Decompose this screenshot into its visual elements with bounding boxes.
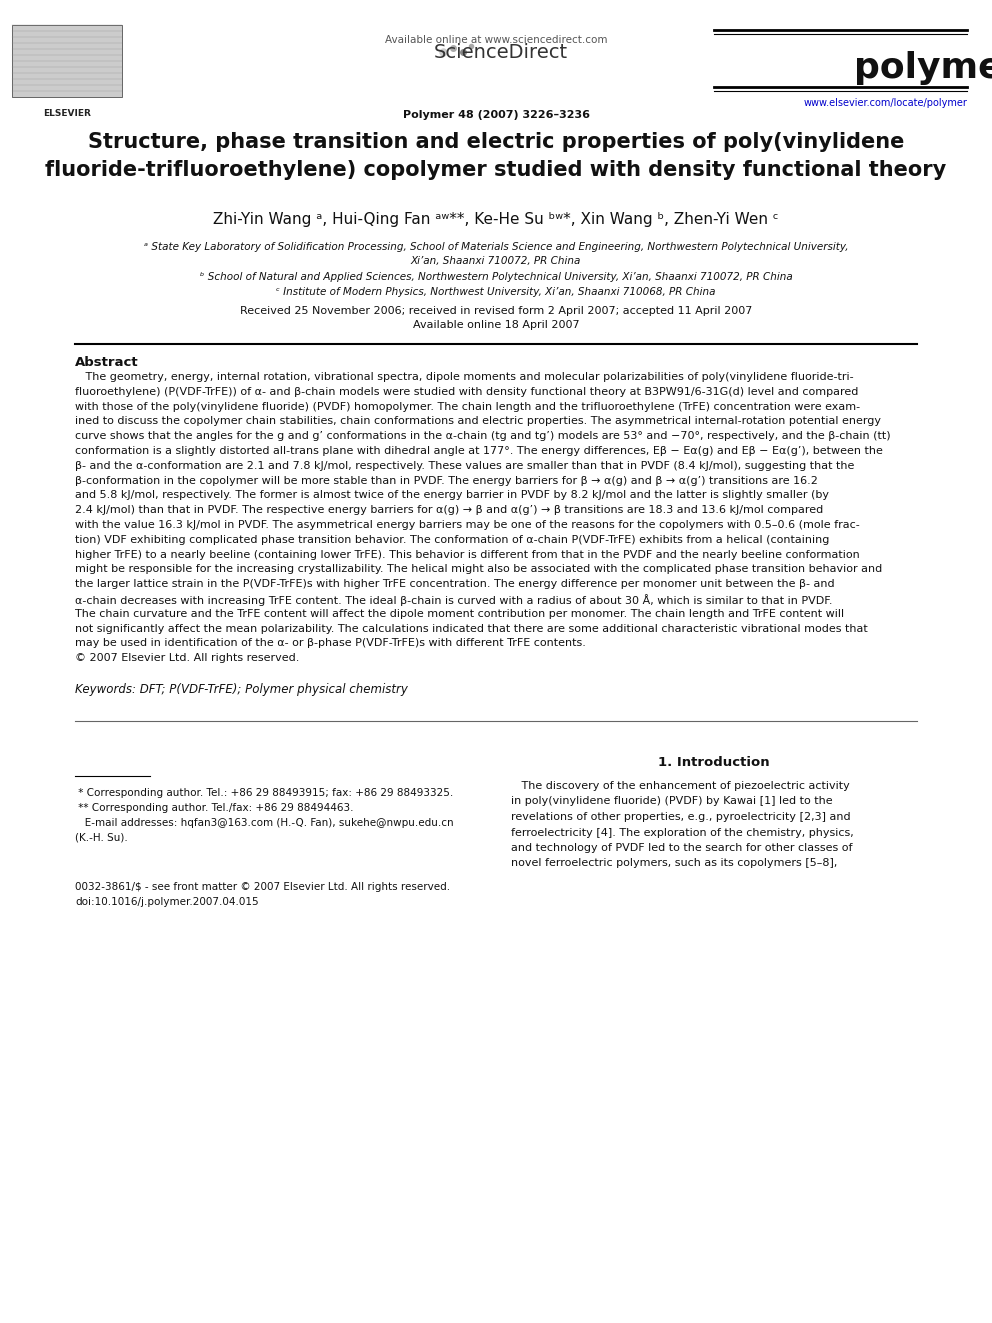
Text: curve shows that the angles for the g and g’ conformations in the α-chain (tg an: curve shows that the angles for the g an… <box>75 431 891 441</box>
Text: polymer: polymer <box>854 52 992 85</box>
Text: revelations of other properties, e.g., pyroelectricity [2,3] and: revelations of other properties, e.g., p… <box>511 812 850 822</box>
Text: with those of the poly(vinylidene fluoride) (PVDF) homopolymer. The chain length: with those of the poly(vinylidene fluori… <box>75 402 860 411</box>
Text: ined to discuss the copolymer chain stabilities, chain conformations and electri: ined to discuss the copolymer chain stab… <box>75 417 881 426</box>
Text: doi:10.1016/j.polymer.2007.04.015: doi:10.1016/j.polymer.2007.04.015 <box>75 897 259 908</box>
Text: β- and the α-conformation are 2.1 and 7.8 kJ/mol, respectively. These values are: β- and the α-conformation are 2.1 and 7.… <box>75 460 854 471</box>
Text: in poly(vinylidene fluoride) (PVDF) by Kawai [1] led to the: in poly(vinylidene fluoride) (PVDF) by K… <box>511 796 832 807</box>
Text: and 5.8 kJ/mol, respectively. The former is almost twice of the energy barrier i: and 5.8 kJ/mol, respectively. The former… <box>75 491 829 500</box>
Text: ELSEVIER: ELSEVIER <box>43 108 91 118</box>
Text: Polymer 48 (2007) 3226–3236: Polymer 48 (2007) 3226–3236 <box>403 110 589 120</box>
Text: Keywords: DFT; P(VDF-TrFE); Polymer physical chemistry: Keywords: DFT; P(VDF-TrFE); Polymer phys… <box>75 683 408 696</box>
Text: ScienceDirect: ScienceDirect <box>434 42 568 61</box>
Text: novel ferroelectric polymers, such as its copolymers [5–8],: novel ferroelectric polymers, such as it… <box>511 859 837 868</box>
Text: 1. Introduction: 1. Introduction <box>658 755 770 769</box>
Text: 0032-3861/$ - see front matter © 2007 Elsevier Ltd. All rights reserved.: 0032-3861/$ - see front matter © 2007 El… <box>75 882 450 892</box>
Text: β-conformation in the copolymer will be more stable than in PVDF. The energy bar: β-conformation in the copolymer will be … <box>75 475 817 486</box>
Text: and technology of PVDF led to the search for other classes of: and technology of PVDF led to the search… <box>511 843 852 853</box>
Text: ᵃ State Key Laboratory of Solidification Processing, School of Materials Science: ᵃ State Key Laboratory of Solidification… <box>144 242 848 266</box>
Text: Received 25 November 2006; received in revised form 2 April 2007; accepted 11 Ap: Received 25 November 2006; received in r… <box>240 306 752 316</box>
Text: The geometry, energy, internal rotation, vibrational spectra, dipole moments and: The geometry, energy, internal rotation,… <box>75 372 854 382</box>
Text: ᶜ Institute of Modern Physics, Northwest University, Xi’an, Shaanxi 710068, PR C: ᶜ Institute of Modern Physics, Northwest… <box>276 287 716 296</box>
Text: might be responsible for the increasing crystallizability. The helical might als: might be responsible for the increasing … <box>75 565 882 574</box>
Bar <box>12 25 122 97</box>
Text: the larger lattice strain in the P(VDF-TrFE)s with higher TrFE concentration. Th: the larger lattice strain in the P(VDF-T… <box>75 579 834 589</box>
Text: Abstract: Abstract <box>75 356 139 369</box>
Text: * Corresponding author. Tel.: +86 29 88493915; fax: +86 29 88493325.: * Corresponding author. Tel.: +86 29 884… <box>75 789 453 798</box>
Text: Structure, phase transition and electric properties of poly(vinylidene
fluoride-: Structure, phase transition and electric… <box>46 132 946 180</box>
Text: The chain curvature and the TrFE content will affect the dipole moment contribut: The chain curvature and the TrFE content… <box>75 609 844 619</box>
Text: © 2007 Elsevier Ltd. All rights reserved.: © 2007 Elsevier Ltd. All rights reserved… <box>75 654 300 663</box>
Text: ** Corresponding author. Tel./fax: +86 29 88494463.: ** Corresponding author. Tel./fax: +86 2… <box>75 803 353 812</box>
Text: not significantly affect the mean polarizability. The calculations indicated tha: not significantly affect the mean polari… <box>75 623 868 634</box>
Text: α-chain decreases with increasing TrFE content. The ideal β-chain is curved with: α-chain decreases with increasing TrFE c… <box>75 594 832 606</box>
Text: Zhi-Yin Wang ᵃ, Hui-Qing Fan ᵃʷ**, Ke-He Su ᵇʷ*, Xin Wang ᵇ, Zhen-Yi Wen ᶜ: Zhi-Yin Wang ᵃ, Hui-Qing Fan ᵃʷ**, Ke-He… <box>213 212 779 228</box>
Text: may be used in identification of the α- or β-phase P(VDF-TrFE)s with different T: may be used in identification of the α- … <box>75 639 586 648</box>
Text: Available online 18 April 2007: Available online 18 April 2007 <box>413 320 579 329</box>
Text: tion) VDF exhibiting complicated phase transition behavior. The conformation of : tion) VDF exhibiting complicated phase t… <box>75 534 829 545</box>
Text: Available online at www.sciencedirect.com: Available online at www.sciencedirect.co… <box>385 34 607 45</box>
Text: fluoroethylene) (P(VDF-TrFE)) of α- and β-chain models were studied with density: fluoroethylene) (P(VDF-TrFE)) of α- and … <box>75 386 858 397</box>
Text: 2.4 kJ/mol) than that in PVDF. The respective energy barriers for α(g) → β and α: 2.4 kJ/mol) than that in PVDF. The respe… <box>75 505 823 515</box>
Text: www.elsevier.com/locate/polymer: www.elsevier.com/locate/polymer <box>804 98 967 108</box>
Text: with the value 16.3 kJ/mol in PVDF. The asymmetrical energy barriers may be one : with the value 16.3 kJ/mol in PVDF. The … <box>75 520 860 531</box>
Text: ᵇ School of Natural and Applied Sciences, Northwestern Polytechnical University,: ᵇ School of Natural and Applied Sciences… <box>199 273 793 282</box>
Text: E-mail addresses: hqfan3@163.com (H.-Q. Fan), sukehe@nwpu.edu.cn: E-mail addresses: hqfan3@163.com (H.-Q. … <box>75 818 453 828</box>
Text: ferroelectricity [4]. The exploration of the chemistry, physics,: ferroelectricity [4]. The exploration of… <box>511 827 854 837</box>
Text: higher TrFE) to a nearly beeline (containing lower TrFE). This behavior is diffe: higher TrFE) to a nearly beeline (contai… <box>75 549 860 560</box>
Text: conformation is a slightly distorted all-trans plane with dihedral angle at 177°: conformation is a slightly distorted all… <box>75 446 883 456</box>
Text: (K.-H. Su).: (K.-H. Su). <box>75 832 128 843</box>
Text: The discovery of the enhancement of piezoelectric activity: The discovery of the enhancement of piez… <box>511 781 850 791</box>
